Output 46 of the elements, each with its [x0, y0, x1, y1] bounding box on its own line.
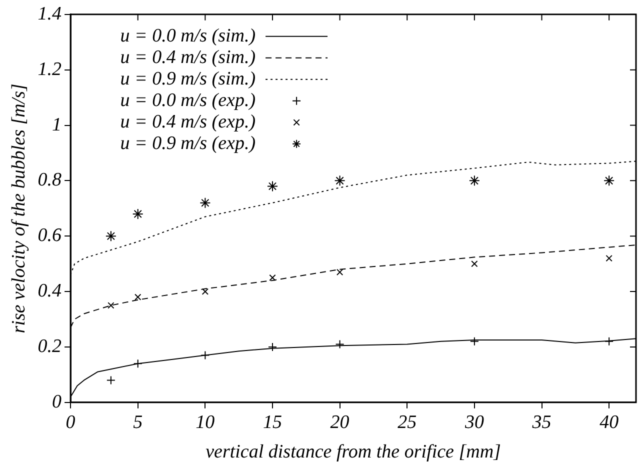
point	[269, 274, 276, 282]
point	[470, 336, 479, 346]
x-tick-label: 0	[66, 412, 76, 433]
y-tick-label: 1	[52, 114, 62, 136]
point	[202, 288, 209, 295]
point	[106, 376, 116, 385]
legend-label: u = 0.9 m/s (sim.)	[120, 68, 256, 90]
point	[200, 197, 211, 208]
point	[336, 268, 344, 276]
y-tick-label: 0.4	[38, 280, 62, 302]
x-tick-label: 10	[196, 412, 216, 433]
point	[108, 302, 114, 309]
point	[133, 359, 142, 368]
point	[200, 350, 210, 360]
point	[105, 230, 116, 242]
y-tick-label: 0.6	[38, 225, 62, 246]
y-tick-label: 1.2	[38, 58, 62, 80]
point	[334, 175, 346, 186]
point	[468, 175, 480, 186]
point	[268, 342, 277, 352]
x-tick-label: 5	[133, 412, 143, 433]
x-tick-label: 25	[398, 412, 417, 433]
y-tick-label: 1.4	[38, 3, 62, 24]
point	[132, 208, 144, 220]
point	[471, 260, 478, 268]
legend-label: u = 0.9 m/s (exp.)	[120, 132, 256, 154]
x-tick-label: 40	[600, 412, 620, 433]
x-axis-title: vertical distance from the orifice [mm]	[206, 442, 501, 463]
x-tick-label: 30	[464, 412, 484, 433]
legend-label: u = 0.4 m/s (sim.)	[120, 46, 256, 68]
y-tick-label: 0.2	[38, 336, 62, 357]
point	[606, 254, 612, 262]
legend-label: u = 0.0 m/s (exp.)	[120, 90, 256, 111]
point	[134, 294, 142, 300]
legend-label: u = 0.4 m/s (exp.)	[120, 111, 256, 132]
legend-label: u = 0.0 m/s (sim.)	[120, 25, 256, 46]
point	[604, 336, 614, 346]
point	[335, 340, 344, 349]
y-axis-title: rise velocity of the bubbles [m/s]	[8, 84, 30, 334]
y-tick-label: 0.8	[38, 170, 62, 191]
x-tick-label: 20	[330, 412, 350, 433]
y-tick-label: 0	[52, 391, 62, 412]
x-tick-label: 15	[262, 412, 282, 433]
x-tick-label: 35	[531, 412, 552, 433]
point	[604, 175, 615, 186]
point	[266, 180, 278, 192]
